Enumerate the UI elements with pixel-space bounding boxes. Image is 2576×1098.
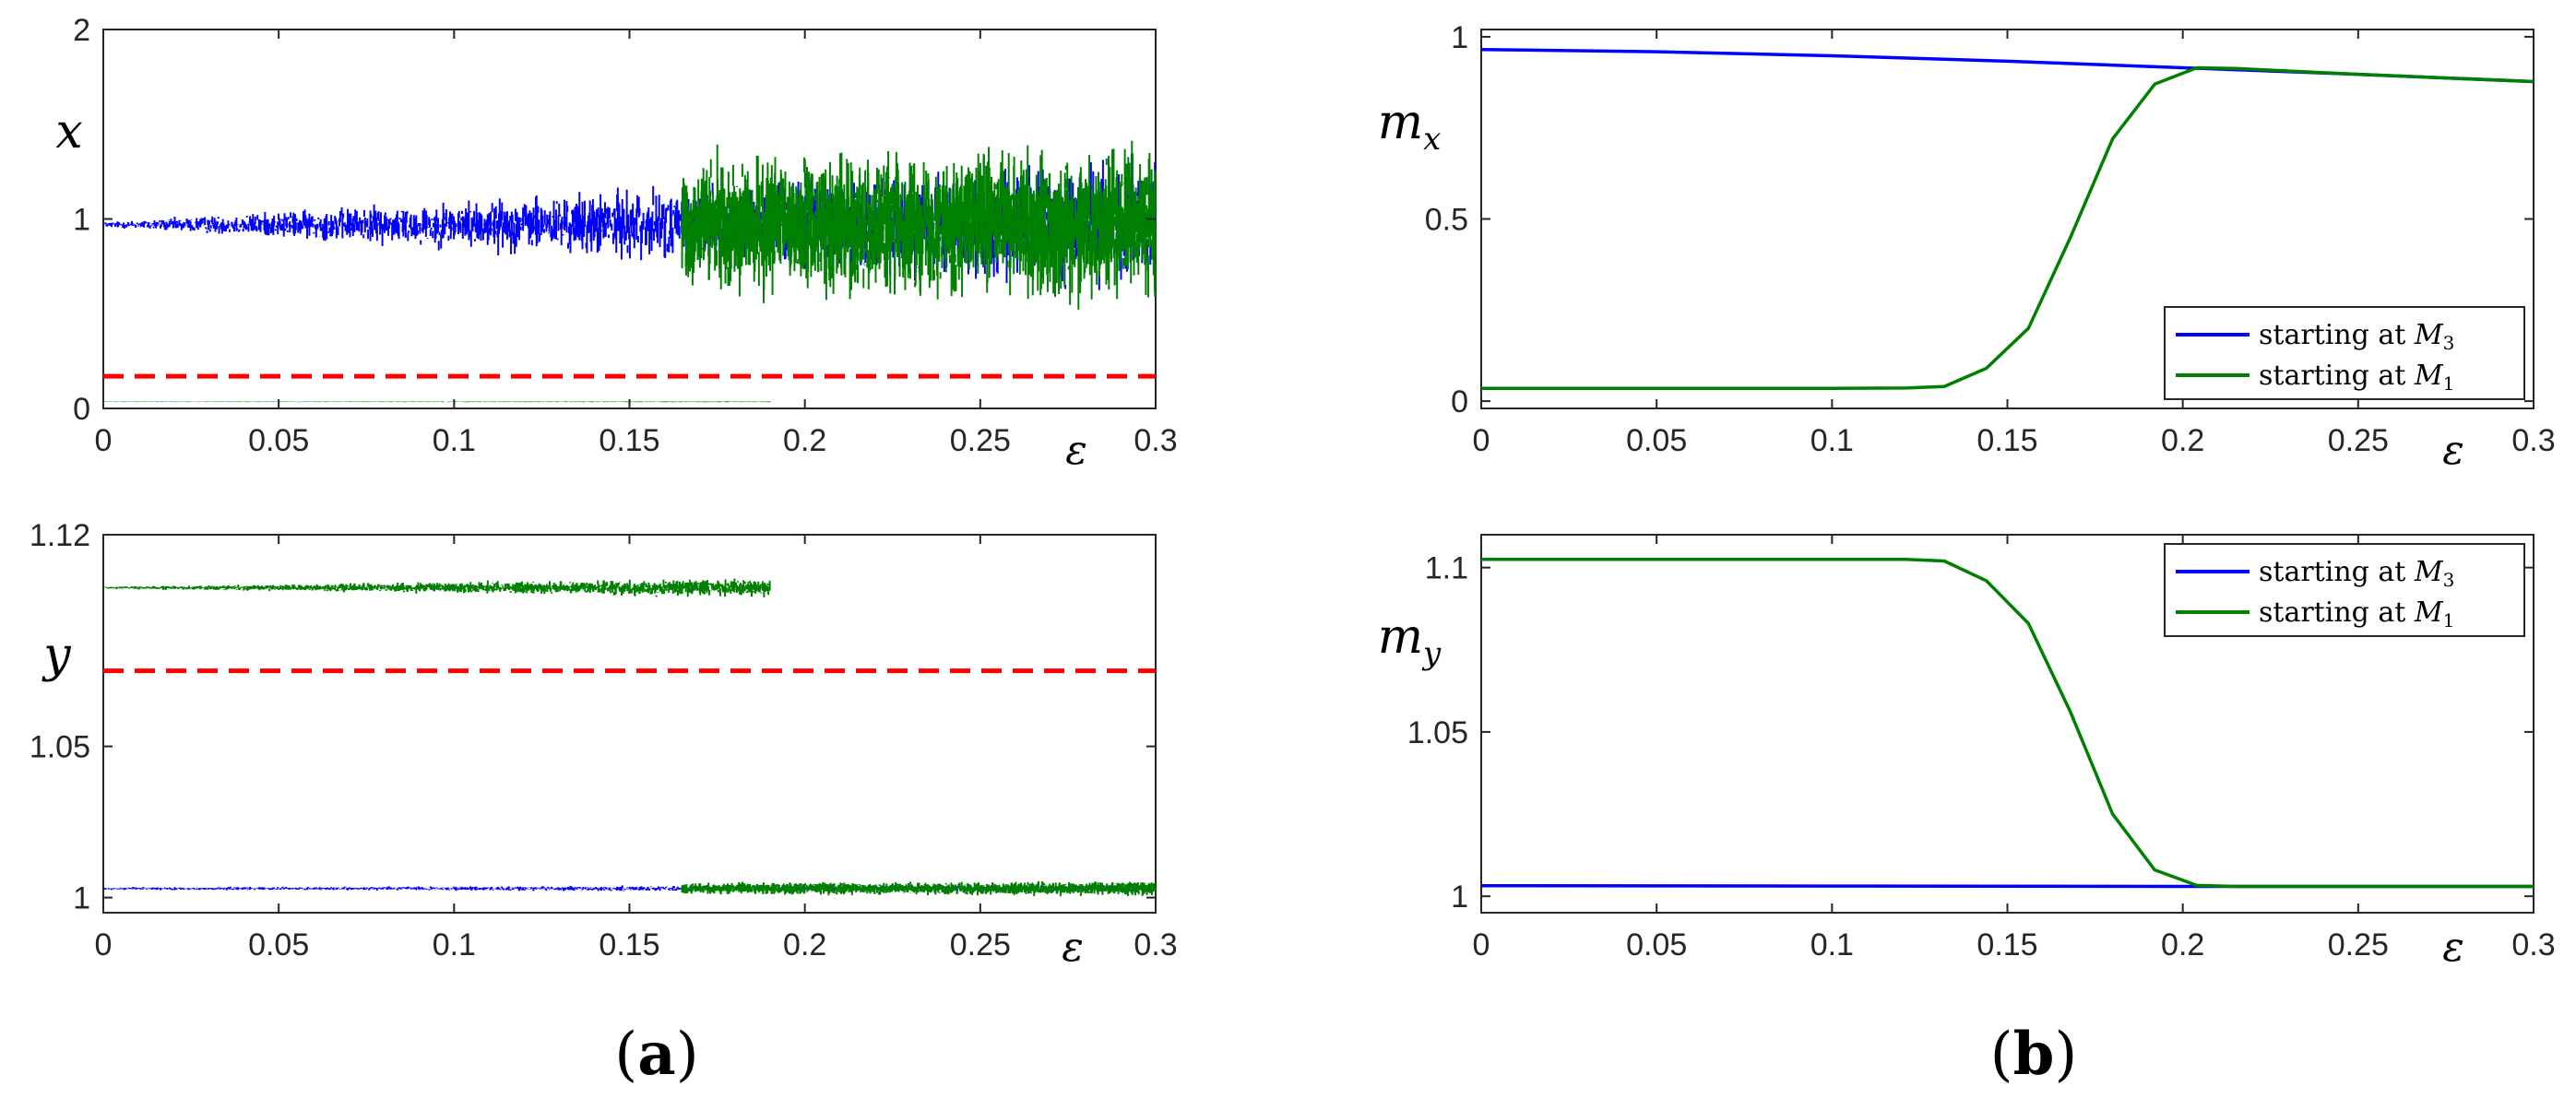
y-axis-label: x xyxy=(55,104,82,159)
x-tick-label: 0 xyxy=(95,423,113,458)
x-tick-label: 0.2 xyxy=(783,423,826,458)
data-layer xyxy=(102,578,1157,897)
x-tick-label: 0.15 xyxy=(599,423,659,458)
y-tick-label: 2 xyxy=(73,13,90,48)
series-green-0 xyxy=(102,578,771,597)
x-tick-label: 0.3 xyxy=(1134,423,1177,458)
panel-a-top-chart: 0 0.05 0.1 0.15 0.2 0.25 0.3 0 1 2 x ε xyxy=(55,13,1177,474)
series-green-1 xyxy=(681,140,1157,310)
axes: 0 0.05 0.1 0.15 0.2 0.25 0.3 0 1 2 xyxy=(73,13,1178,458)
x-tick-label: 0.25 xyxy=(950,423,1011,458)
x-tick-label: 0.05 xyxy=(248,423,309,458)
y-tick-label: 1 xyxy=(73,203,90,238)
x-tick-label: 0.1 xyxy=(433,423,476,458)
data-layer xyxy=(102,140,1157,403)
y-tick-label: 0 xyxy=(73,392,90,427)
series-green-2 xyxy=(102,401,771,403)
plot-area xyxy=(102,534,1157,914)
x-axis-label: ε xyxy=(1065,427,1087,474)
